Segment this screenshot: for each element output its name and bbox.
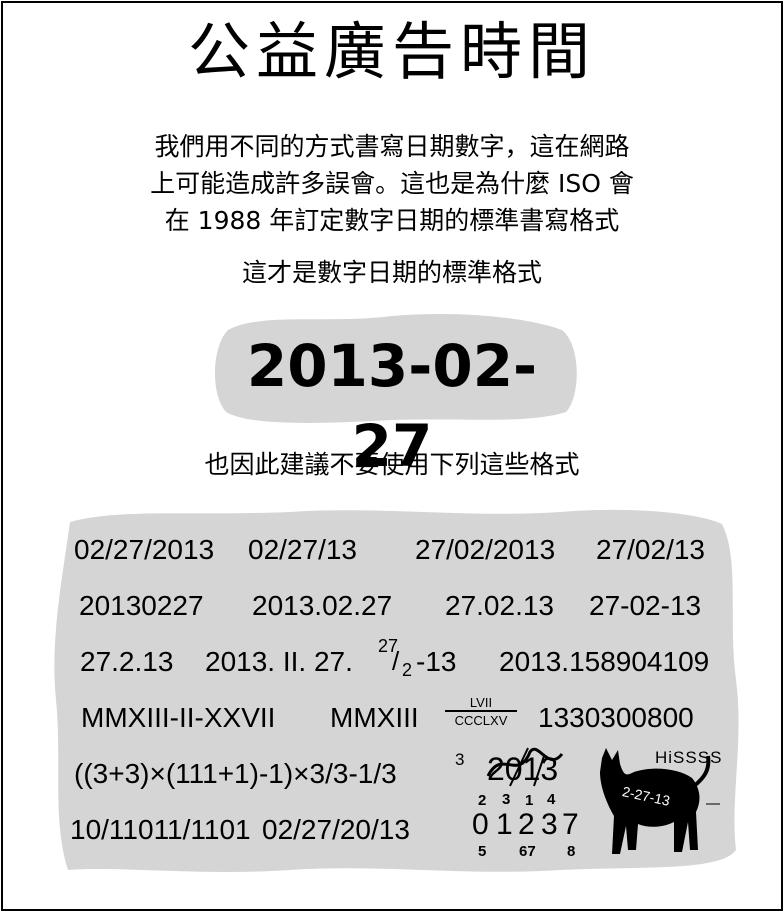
standard-date-bubble bbox=[214, 313, 577, 423]
black-cat-icon bbox=[600, 748, 720, 854]
fraction-slash: / bbox=[392, 646, 400, 676]
stack-top-digit: 1 bbox=[525, 792, 534, 809]
date-format: 27.02.13 bbox=[445, 590, 554, 621]
stack-top-digit: 2 bbox=[478, 792, 487, 809]
stack-bottom-digit: 67 bbox=[519, 843, 536, 860]
standard-date: 2013-02-27 bbox=[246, 332, 538, 480]
scribble-mark bbox=[486, 747, 564, 787]
intro-text: 我們用不同的方式書寫日期數字，這在網路 上可能造成許多誤會。這也是為什麼 ISO… bbox=[100, 128, 684, 239]
date-format: MMXIII-II-XXVII bbox=[81, 702, 276, 733]
date-format: 02/27/2013 bbox=[74, 534, 215, 565]
page-title: 公益廣告時間 bbox=[187, 15, 596, 88]
intro-line: 我們用不同的方式書寫日期數字，這在網路 bbox=[154, 132, 630, 161]
date-format: 2013.158904109 bbox=[499, 646, 710, 677]
date-format: 10/11011/1101 bbox=[70, 814, 251, 845]
date-format: 27/02/2013 bbox=[415, 534, 556, 565]
date-format: 27/02/13 bbox=[596, 534, 705, 565]
date-format: 20130227 bbox=[79, 590, 204, 621]
stack-bottom-digit: 8 bbox=[567, 843, 576, 860]
date-format: ((3+3)×(111+1)-1)×3/3-1/3 bbox=[74, 758, 397, 789]
fraction-denominator: CCCLXV bbox=[454, 713, 508, 728]
date-format: 27-02-13 bbox=[589, 590, 702, 621]
intro-line: 在 1988 年訂定數字日期的標準書寫格式 bbox=[164, 206, 620, 235]
intro-line: 上可能造成許多誤會。這也是為什麼 ISO 會 bbox=[150, 169, 634, 198]
fraction-numerator: 27 bbox=[378, 636, 399, 656]
stack-mid-digit: 2 bbox=[518, 808, 535, 841]
standard-format-heading: 這才是數字日期的標準格式 bbox=[241, 258, 542, 287]
date-format: 2013. II. 27. bbox=[205, 646, 353, 677]
discouraged-formats-heading: 也因此建議不要使用下列這些格式 bbox=[204, 450, 580, 479]
date-format: -13 bbox=[416, 646, 457, 677]
stack-top-digit: 4 bbox=[547, 791, 556, 808]
fraction-denominator: 2 bbox=[402, 660, 413, 680]
stack-mid-digit: 7 bbox=[562, 808, 579, 841]
date-format: 27.2.13 bbox=[80, 646, 174, 677]
stack-mid-digit: 1 bbox=[496, 808, 513, 841]
date-format: 1330300800 bbox=[538, 702, 694, 733]
date-format: 2013.02.27 bbox=[252, 590, 393, 621]
bad-formats-bubble bbox=[54, 509, 739, 872]
hiss-text: HiSSSS bbox=[655, 748, 723, 767]
stack-top-digit: 3 bbox=[502, 791, 511, 808]
date-format: 02/27/13 bbox=[248, 534, 357, 565]
stack-mid-digit: 0 bbox=[472, 808, 489, 841]
stack-bottom-digit: 5 bbox=[478, 843, 487, 860]
stack-mid-digit: 3 bbox=[541, 808, 558, 841]
exponent: 3 bbox=[455, 750, 465, 769]
date-format: 02/27/20/13 bbox=[262, 814, 410, 845]
date-format: MMXIII bbox=[330, 702, 419, 733]
fraction-numerator: LVII bbox=[445, 695, 517, 712]
